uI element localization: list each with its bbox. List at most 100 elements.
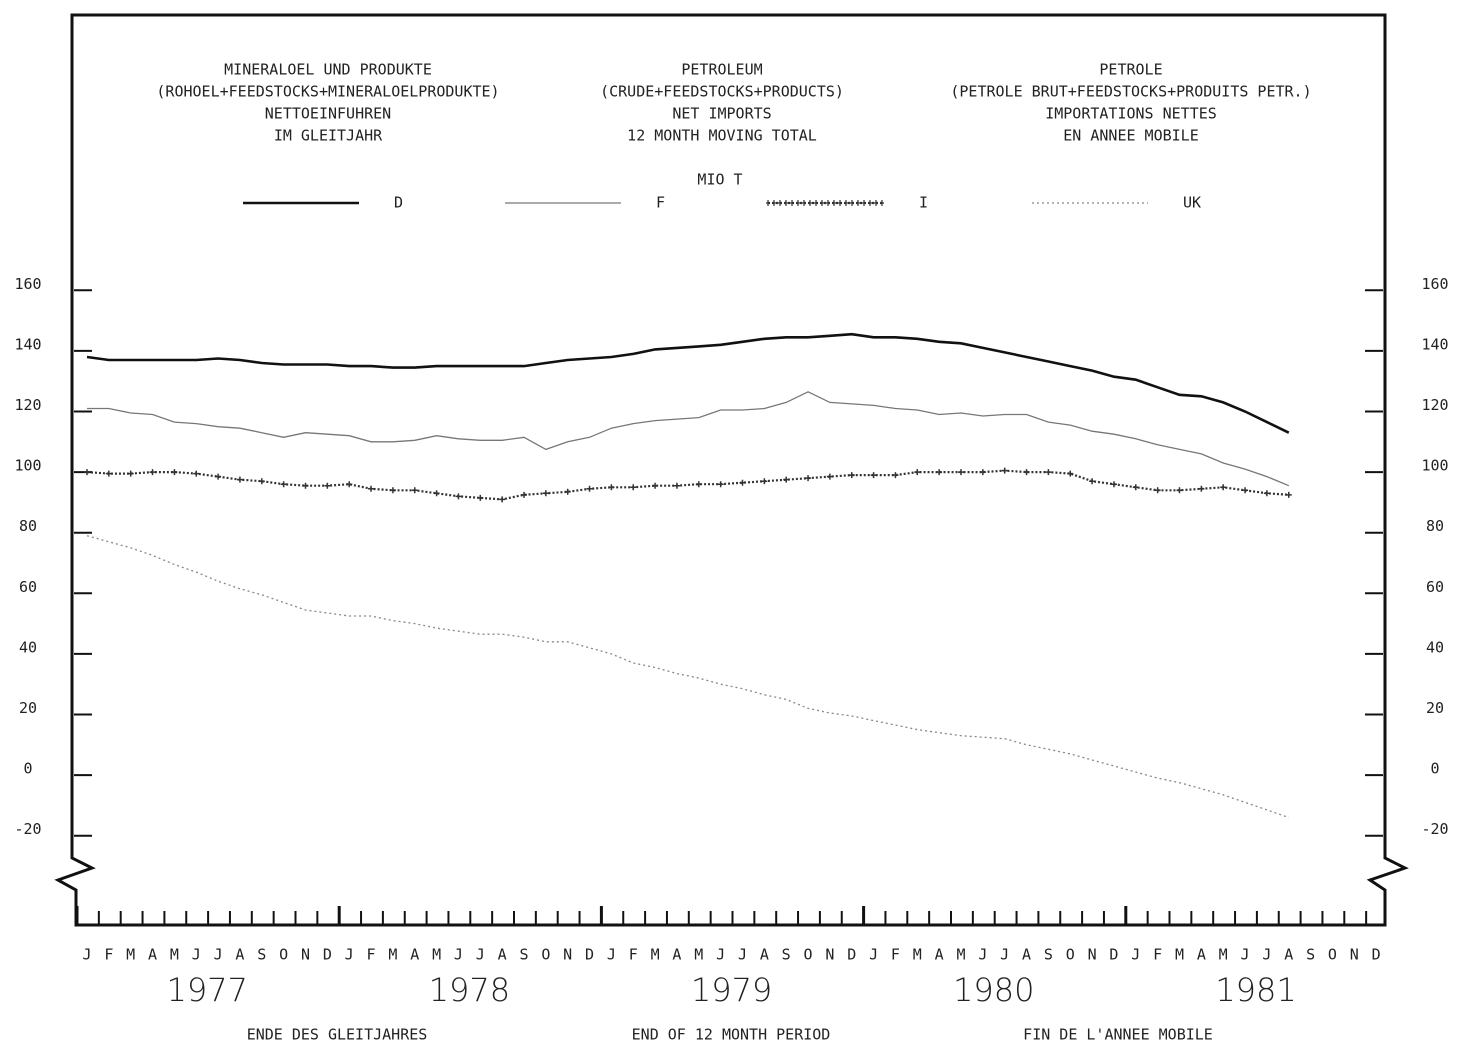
x-tick-label: M <box>651 946 660 964</box>
legend-cross <box>772 200 776 206</box>
legend-cross <box>784 200 788 206</box>
cross-marker <box>1001 467 1008 474</box>
x-axis-label: END OF 12 MONTH PERIOD <box>632 1026 831 1043</box>
cross-marker <box>499 496 506 503</box>
x-tick-label: D <box>1372 946 1381 964</box>
x-tick-label: A <box>498 946 507 964</box>
title-line: EN ANNEE MOBILE <box>1063 127 1198 145</box>
year-label: 1979 <box>691 971 772 1009</box>
cross-marker <box>1089 478 1096 485</box>
cross-marker <box>433 490 440 497</box>
cross-marker <box>171 469 178 476</box>
y2-tick-label: 0 <box>1430 760 1439 778</box>
cross-marker <box>1110 481 1117 488</box>
x-tick-label: M <box>432 946 441 964</box>
unit-label: MIO T <box>697 171 742 189</box>
title-line: MINERALOEL UND PRODUKTE <box>224 61 432 79</box>
cross-marker <box>1132 484 1139 491</box>
x-tick-label: M <box>126 946 135 964</box>
x-tick-label: N <box>1088 946 1097 964</box>
x-tick-label: J <box>716 946 725 964</box>
x-axis-label: FIN DE L'ANNEE MOBILE <box>1023 1026 1213 1043</box>
x-tick-label: N <box>563 946 572 964</box>
x-tick-label: F <box>104 946 113 964</box>
y-tick-label: 60 <box>19 578 37 596</box>
y-tick-label: 120 <box>14 396 41 414</box>
x-tick-label: M <box>1175 946 1184 964</box>
y2-tick-label: -20 <box>1421 820 1448 838</box>
cross-marker <box>149 469 156 476</box>
x-tick-label: A <box>672 946 681 964</box>
series-line <box>86 535 1290 819</box>
title-line: 12 MONTH MOVING TOTAL <box>627 127 817 145</box>
cross-marker <box>717 481 724 488</box>
x-tick-label: J <box>476 946 485 964</box>
x-tick-label: J <box>82 946 91 964</box>
x-tick-label: M <box>694 946 703 964</box>
cross-marker <box>127 470 134 477</box>
y-tick-label: 80 <box>19 517 37 535</box>
cross-marker <box>761 478 768 485</box>
x-tick-label: F <box>629 946 638 964</box>
cross-marker <box>411 487 418 494</box>
title-line: NET IMPORTS <box>672 105 771 123</box>
x-tick-label: O <box>279 946 288 964</box>
legend-cross <box>808 200 812 206</box>
legend-cross <box>880 200 884 206</box>
year-label: 1977 <box>166 971 247 1009</box>
series-line <box>86 332 1290 434</box>
x-tick-label: J <box>978 946 987 964</box>
x-tick-label: J <box>607 946 616 964</box>
legend-cross <box>856 200 860 206</box>
legend-cross <box>796 200 800 206</box>
x-tick-label: M <box>1219 946 1228 964</box>
x-tick-label: S <box>1306 946 1315 964</box>
x-axis-label: ENDE DES GLEITJAHRES <box>247 1026 428 1043</box>
legend-cross <box>766 200 770 206</box>
cross-marker <box>258 478 265 485</box>
legend-cross <box>778 200 782 206</box>
x-tick-label: J <box>192 946 201 964</box>
x-tick-label: A <box>760 946 769 964</box>
x-tick-label: A <box>235 946 244 964</box>
x-tick-label: N <box>1350 946 1359 964</box>
y-tick-label: 160 <box>14 275 41 293</box>
y2-tick-label: 80 <box>1426 517 1444 535</box>
legend-cross <box>850 200 854 206</box>
x-tick-label: F <box>1153 946 1162 964</box>
legend-cross <box>814 200 818 206</box>
x-tick-label: A <box>148 946 157 964</box>
y2-tick-label: 60 <box>1426 578 1444 596</box>
x-tick-label: F <box>367 946 376 964</box>
y2-tick-label: 100 <box>1421 457 1448 475</box>
x-tick-label: J <box>869 946 878 964</box>
x-tick-label: M <box>913 946 922 964</box>
x-tick-label: M <box>956 946 965 964</box>
legend-cross <box>832 200 836 206</box>
cross-marker <box>542 490 549 497</box>
cross-marker <box>1045 469 1052 476</box>
cross-marker <box>324 482 331 489</box>
cross-marker <box>673 482 680 489</box>
cross-marker <box>958 469 964 476</box>
y-tick-label: 20 <box>19 699 37 717</box>
cross-marker <box>564 488 571 495</box>
legend-label: F <box>656 194 665 212</box>
legend-cross <box>820 200 824 206</box>
cross-marker <box>936 469 943 476</box>
cross-marker <box>105 470 112 477</box>
x-tick-label: O <box>1066 946 1075 964</box>
cross-marker <box>586 485 593 492</box>
cross-marker <box>783 476 790 483</box>
series-line <box>87 391 1290 487</box>
legend-label: I <box>919 194 928 212</box>
cross-marker <box>84 469 90 476</box>
cross-marker <box>236 476 243 483</box>
cross-marker <box>1220 484 1227 491</box>
cross-marker <box>870 472 877 479</box>
cross-marker <box>1198 485 1205 492</box>
x-tick-label: M <box>170 946 179 964</box>
title-line: PETROLEUM <box>681 61 762 79</box>
frame <box>54 13 1409 927</box>
